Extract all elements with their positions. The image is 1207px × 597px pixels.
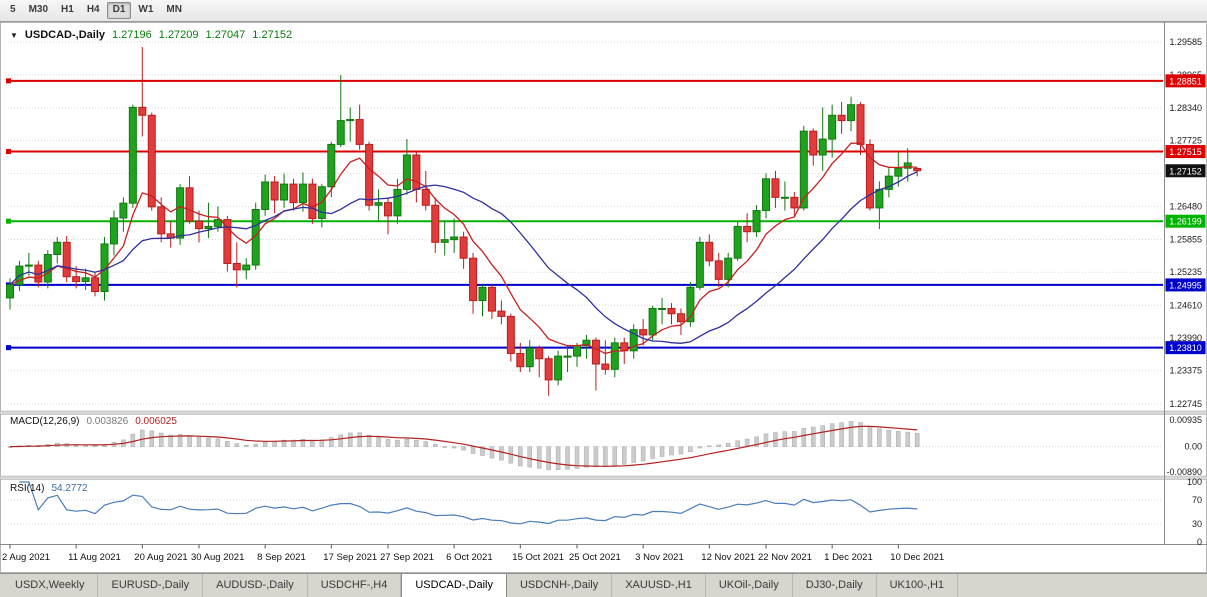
rsi-panel-layer (8, 481, 1163, 525)
svg-text:1.27515: 1.27515 (1169, 147, 1202, 157)
svg-text:1.23990: 1.23990 (1169, 333, 1202, 343)
ohlc-open: 1.27196 (112, 29, 152, 41)
ohlc-close: 1.27152 (252, 29, 293, 41)
svg-text:22 Nov 2021: 22 Nov 2021 (758, 552, 812, 563)
svg-text:25 Oct 2021: 25 Oct 2021 (569, 552, 621, 563)
svg-text:1.28340: 1.28340 (1169, 103, 1202, 113)
tab-uk100-h1[interactable]: UK100-,H1 (877, 574, 959, 597)
rsi-line (19, 481, 918, 525)
svg-text:1.26199: 1.26199 (1169, 217, 1202, 227)
svg-text:100: 100 (1187, 477, 1202, 487)
svg-text:1.23375: 1.23375 (1169, 366, 1202, 376)
chart-title-bar: ▼ USDCAD-,Daily 1.27196 1.27209 1.27047 … (10, 29, 292, 41)
chart-tab-bar: USDX,Weekly EURUSD-,Daily AUDUSD-,Daily USD… (0, 573, 1207, 597)
svg-text:2 Aug 2021: 2 Aug 2021 (2, 552, 50, 563)
macd-name: MACD(12,26,9) (10, 416, 80, 427)
timeframe-button-m30[interactable]: M30 (28, 4, 49, 15)
svg-text:17 Sep 2021: 17 Sep 2021 (323, 552, 377, 563)
svg-text:0: 0 (1197, 537, 1202, 547)
tab-dj30-daily[interactable]: DJ30-,Daily (793, 574, 877, 597)
price-badges: 1.28851 1.27515 1.26199 1.24995 1.23810 1.271… (1165, 74, 1206, 355)
ma-fast-line (9, 142, 918, 355)
svg-text:8 Sep 2021: 8 Sep 2021 (257, 552, 306, 563)
tab-usdx-weekly[interactable]: USDX,Weekly (2, 574, 99, 597)
ohlc-low: 1.27047 (205, 29, 246, 41)
macd-label: MACD(12,26,9) 0.003826 0.006025 (10, 416, 177, 427)
macd-signal-value: 0.006025 (135, 416, 177, 427)
tab-usdcnh-daily[interactable]: USDCNH-,Daily (507, 574, 613, 597)
ohlc-high: 1.27209 (158, 29, 199, 41)
macd-signal-line (9, 425, 918, 467)
svg-text:1.25855: 1.25855 (1169, 234, 1202, 244)
svg-text:10 Dec 2021: 10 Dec 2021 (890, 552, 944, 563)
timeframe-button-h1[interactable]: H1 (61, 4, 74, 15)
svg-text:0.00: 0.00 (1184, 442, 1202, 452)
timeframe-toolbar: 5 M30 H1 H4 D1 W1 MN (0, 0, 1207, 22)
chart-menu-icon[interactable]: ▼ (10, 30, 18, 40)
macd-main-value: 0.003826 (86, 416, 129, 427)
timeframe-button-mn[interactable]: MN (166, 4, 182, 15)
macd-histogram (7, 421, 1163, 471)
svg-text:1.29585: 1.29585 (1169, 37, 1202, 47)
tab-usdchf-h4[interactable]: USDCHF-,H4 (308, 574, 402, 597)
price-gridlines (8, 41, 1163, 405)
svg-text:6 Oct 2021: 6 Oct 2021 (446, 552, 492, 563)
date-axis: 2 Aug 2021 11 Aug 2021 20 Aug 2021 30 Aug 2… (2, 544, 944, 563)
svg-text:20 Aug 2021: 20 Aug 2021 (134, 552, 187, 563)
svg-text:30: 30 (1192, 519, 1202, 529)
svg-text:1.27725: 1.27725 (1169, 135, 1202, 145)
svg-text:-0.00890: -0.00890 (1166, 467, 1202, 477)
rsi-value: 54.2772 (51, 483, 88, 494)
svg-text:3 Nov 2021: 3 Nov 2021 (635, 552, 684, 563)
svg-text:12 Nov 2021: 12 Nov 2021 (701, 552, 755, 563)
chart-symbol-label: USDCAD-,Daily (24, 29, 105, 41)
tab-ukoil-daily[interactable]: UKOil-,Daily (706, 574, 793, 597)
svg-text:1.22745: 1.22745 (1169, 399, 1202, 409)
svg-text:15 Oct 2021: 15 Oct 2021 (512, 552, 564, 563)
svg-text:70: 70 (1192, 495, 1202, 505)
candles-layer (6, 47, 922, 396)
rsi-label: RSI(14) 54.2772 (10, 483, 88, 494)
svg-text:1.24610: 1.24610 (1169, 300, 1202, 310)
chart-panel: 1.295851.289651.283401.277251.271001.264… (0, 22, 1207, 573)
tab-usdcad-daily[interactable]: USDCAD-,Daily (401, 574, 507, 597)
timeframe-button-w1[interactable]: W1 (138, 4, 154, 15)
moving-averages (9, 142, 918, 355)
svg-text:0.00935: 0.00935 (1169, 415, 1202, 425)
svg-text:1.27152: 1.27152 (1169, 166, 1202, 176)
ma-slow-line (9, 171, 918, 344)
svg-text:27 Sep 2021: 27 Sep 2021 (380, 552, 434, 563)
tab-audusd-daily[interactable]: AUDUSD-,Daily (203, 574, 308, 597)
svg-text:1.23810: 1.23810 (1169, 343, 1202, 353)
svg-text:30 Aug 2021: 30 Aug 2021 (191, 552, 244, 563)
svg-text:11 Aug 2021: 11 Aug 2021 (68, 552, 121, 563)
svg-text:1 Dec 2021: 1 Dec 2021 (824, 552, 873, 563)
tab-xauusd-h1[interactable]: XAUUSD-,H1 (612, 574, 706, 597)
rsi-name: RSI(14) (10, 483, 45, 494)
chart-frame (0, 22, 1207, 573)
svg-text:1.28851: 1.28851 (1169, 76, 1202, 86)
svg-text:1.26480: 1.26480 (1169, 201, 1202, 211)
tab-eurusd-daily[interactable]: EURUSD-,Daily (98, 574, 204, 597)
svg-text:1.24995: 1.24995 (1169, 280, 1202, 290)
svg-text:1.25235: 1.25235 (1169, 267, 1202, 277)
timeframe-button-5[interactable]: 5 (10, 4, 16, 15)
timeframe-button-d1[interactable]: D1 (106, 2, 132, 19)
price-chart-svg[interactable]: 1.295851.289651.283401.277251.271001.264… (0, 22, 1207, 573)
timeframe-button-h4[interactable]: H4 (86, 4, 100, 15)
